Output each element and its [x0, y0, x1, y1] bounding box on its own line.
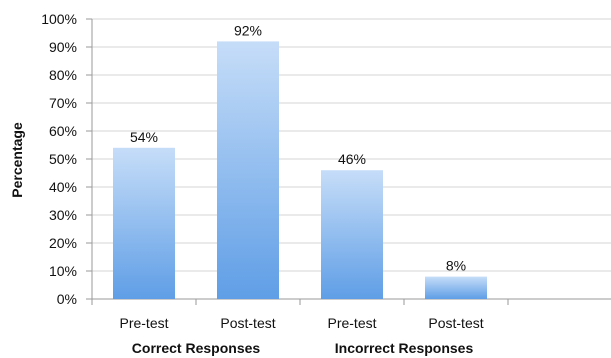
group-label: Correct Responses	[132, 340, 261, 356]
data-label: 46%	[338, 151, 366, 167]
data-label: 54%	[130, 129, 158, 145]
x-tick-labels: Pre-test Post-test Pre-test Post-test	[119, 315, 483, 331]
bar	[321, 170, 383, 299]
bar	[113, 147, 175, 299]
y-tick-label: 50%	[49, 151, 77, 167]
y-tick-label: 60%	[49, 123, 77, 139]
bars	[113, 41, 487, 300]
y-tick-label: 10%	[49, 263, 77, 279]
y-tick-label: 40%	[49, 179, 77, 195]
y-tick-label: 80%	[49, 67, 77, 83]
y-tick-label: 100%	[41, 11, 77, 27]
bar	[217, 41, 279, 300]
y-tick-label: 70%	[49, 95, 77, 111]
data-label: 8%	[446, 258, 466, 274]
x-tick-label: Pre-test	[119, 315, 168, 331]
x-tick-label: Pre-test	[327, 315, 376, 331]
x-tick-label: Post-test	[428, 315, 483, 331]
y-axis-title: Percentage	[9, 122, 25, 198]
data-labels: 54% 92% 46% 8%	[130, 22, 466, 273]
y-tick-label: 90%	[49, 39, 77, 55]
group-labels: Correct Responses Incorrect Responses	[132, 340, 474, 356]
x-tick-label: Post-test	[220, 315, 275, 331]
group-label: Incorrect Responses	[335, 340, 474, 356]
y-tick-label: 20%	[49, 235, 77, 251]
y-tick-label: 0%	[57, 291, 77, 307]
y-tick-label: 30%	[49, 207, 77, 223]
bar	[425, 276, 487, 299]
y-tick-labels: 0% 10% 20% 30% 40% 50% 60% 70% 80% 90% 100%	[41, 11, 77, 307]
data-label: 92%	[234, 22, 262, 38]
gridlines	[92, 18, 611, 272]
